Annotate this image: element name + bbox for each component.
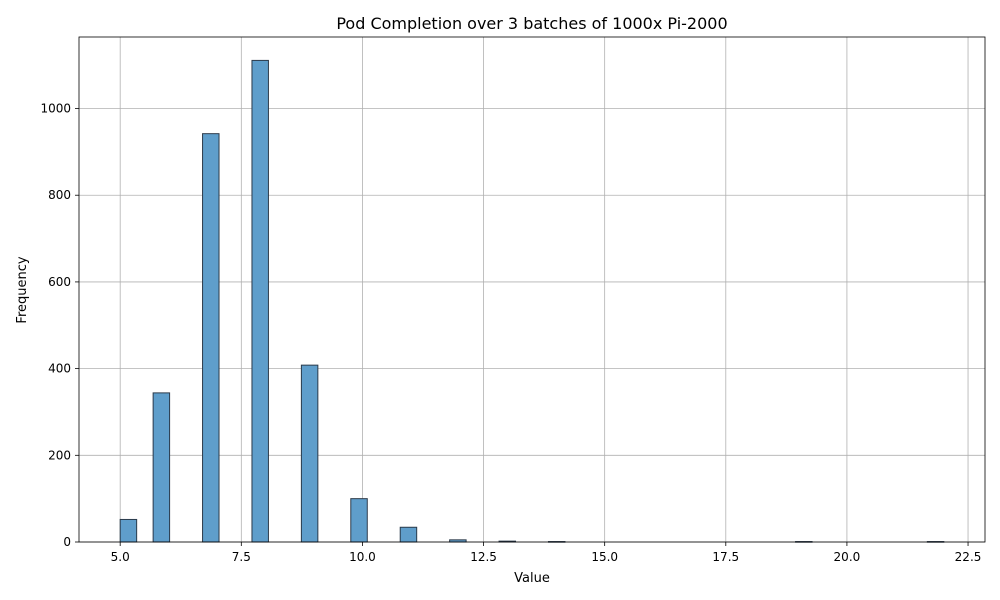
x-tick-label: 15.0 <box>591 550 618 564</box>
x-tick-label: 10.0 <box>349 550 376 564</box>
grid-lines <box>79 37 985 543</box>
y-tick-label: 400 <box>48 362 71 376</box>
y-tick-label: 200 <box>48 448 71 462</box>
histogram-bar <box>300 364 319 543</box>
histogram-bar <box>251 59 269 543</box>
histogram-bar <box>152 392 171 543</box>
x-tick-label: 22.5 <box>955 550 982 564</box>
x-axis-label: Value <box>514 571 550 586</box>
y-axis-label: Frequency <box>15 256 30 323</box>
plot-frame <box>78 36 986 543</box>
y-tick-label: 0 <box>63 535 71 549</box>
x-axis-ticks: 5.0 7.5 10.0 12.5 15.0 17.5 20.0 22.5 <box>111 542 982 564</box>
chart-title: Pod Completion over 3 batches of 1000x P… <box>336 14 727 33</box>
histogram-bar <box>399 526 418 543</box>
y-tick-label: 600 <box>48 275 71 289</box>
histogram-bar <box>202 133 220 543</box>
x-tick-label: 12.5 <box>470 550 497 564</box>
x-tick-label: 17.5 <box>712 550 739 564</box>
histogram-bar <box>119 518 138 543</box>
x-tick-label: 20.0 <box>834 550 861 564</box>
x-tick-label: 5.0 <box>111 550 130 564</box>
y-axis-ticks: 0 200 400 600 800 1000 <box>40 102 79 549</box>
histogram-bars <box>119 59 945 543</box>
y-tick-label: 800 <box>48 188 71 202</box>
x-tick-label: 7.5 <box>232 550 251 564</box>
histogram-bar <box>350 498 368 543</box>
y-tick-label: 1000 <box>40 102 71 116</box>
